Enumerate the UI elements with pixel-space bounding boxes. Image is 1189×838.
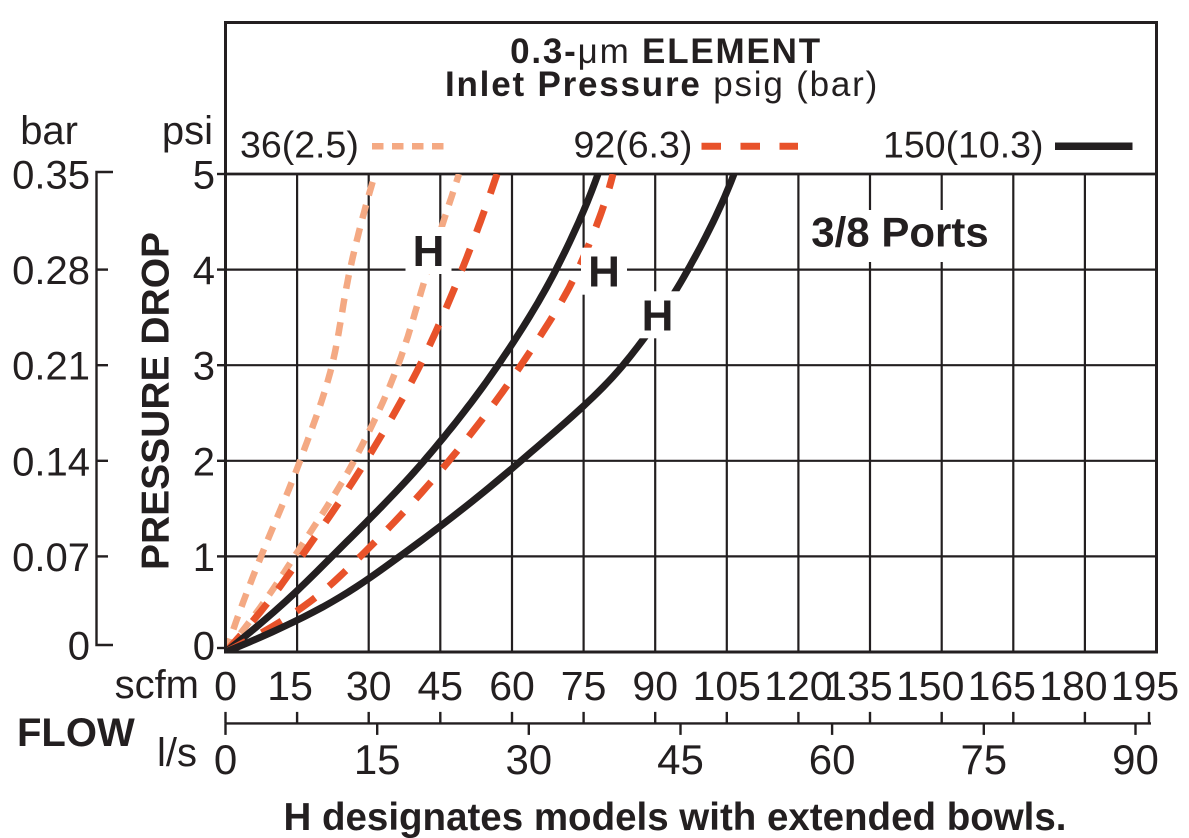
svg-text:135: 135 [824,663,892,709]
svg-text:0.21: 0.21 [12,345,90,389]
svg-text:H: H [413,227,445,276]
svg-text:scfm: scfm [115,663,199,707]
svg-text:4: 4 [193,249,215,293]
svg-text:PRESSURE DROP: PRESSURE DROP [135,232,178,570]
svg-text:3: 3 [193,345,215,389]
svg-text:30: 30 [505,736,552,783]
svg-text:30: 30 [346,663,392,709]
svg-text:0: 0 [214,736,237,783]
svg-text:H: H [588,248,620,297]
svg-text:75: 75 [960,736,1007,783]
svg-text:0.28: 0.28 [12,249,90,293]
svg-text:bar: bar [20,109,78,153]
svg-text:45: 45 [657,736,704,783]
svg-text:60: 60 [809,736,856,783]
svg-text:120: 120 [764,663,832,709]
svg-text:Inlet Pressure psig (bar): Inlet Pressure psig (bar) [445,65,879,104]
svg-text:0: 0 [214,663,237,709]
svg-text:FLOW: FLOW [17,711,135,755]
svg-text:15: 15 [267,663,313,709]
svg-text:165: 165 [968,663,1036,709]
svg-text:90: 90 [1112,736,1159,783]
svg-text:H: H [642,291,674,340]
svg-text:150: 150 [896,663,964,709]
svg-text:180: 180 [1039,663,1107,709]
svg-text:45: 45 [417,663,463,709]
svg-text:0.07: 0.07 [12,536,90,580]
svg-text:75: 75 [561,663,607,709]
svg-text:0: 0 [193,625,215,669]
svg-text:105: 105 [693,663,761,709]
svg-text:3/8 Ports: 3/8 Ports [811,209,988,256]
svg-text:60: 60 [489,663,535,709]
svg-text:H designates models with exten: H designates models with extended bowls. [284,796,1067,838]
svg-text:150(10.3): 150(10.3) [883,124,1044,166]
svg-text:l/s: l/s [157,731,197,775]
svg-text:0.35: 0.35 [12,154,90,198]
svg-text:0.3-μm ELEMENT: 0.3-μm ELEMENT [510,32,822,71]
svg-text:1: 1 [193,536,215,580]
svg-text:15: 15 [354,736,401,783]
svg-text:92(6.3): 92(6.3) [574,124,693,166]
svg-text:36(2.5): 36(2.5) [240,124,359,166]
svg-text:0: 0 [68,625,90,669]
svg-text:0.14: 0.14 [12,440,90,484]
svg-text:5: 5 [193,154,215,198]
svg-text:psi: psi [162,109,213,153]
svg-text:195: 195 [1111,663,1179,709]
svg-text:90: 90 [632,663,678,709]
svg-text:2: 2 [193,440,215,484]
